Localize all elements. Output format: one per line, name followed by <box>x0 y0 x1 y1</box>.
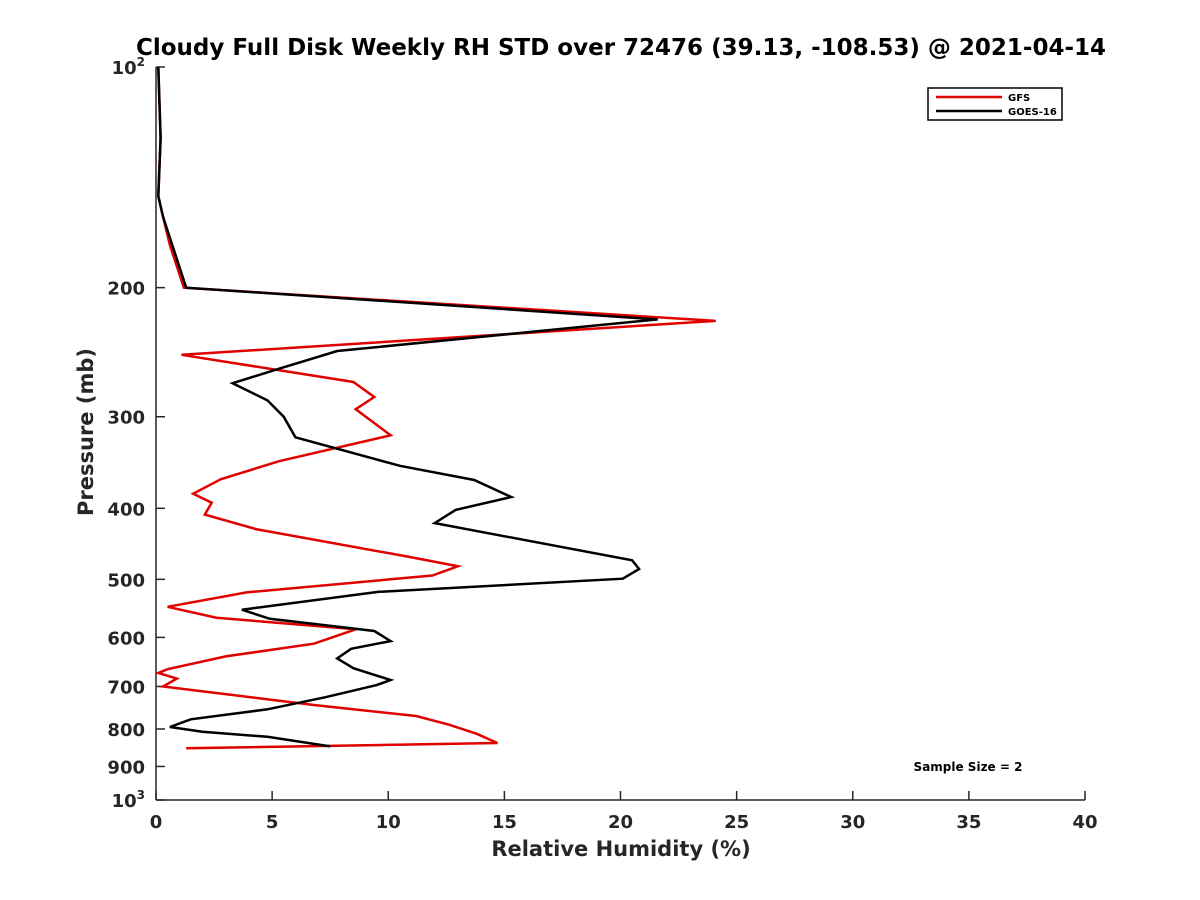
legend-box <box>927 87 1063 121</box>
x-tick-label: 20 <box>608 812 633 833</box>
legend-label: GOES-16 <box>1008 107 1057 118</box>
series-line-goes-16 <box>157 66 658 748</box>
x-tick-label: 35 <box>956 812 981 833</box>
chart-title: Cloudy Full Disk Weekly RH STD over 7247… <box>136 35 1106 61</box>
y-tick-label: 700 <box>107 677 145 698</box>
x-axis-label: Relative Humidity (%) <box>491 837 750 861</box>
y-tick-label: 500 <box>107 570 145 591</box>
y-tick-label: 600 <box>107 628 145 649</box>
x-tick-label: 5 <box>266 812 279 833</box>
x-tick-label: 40 <box>1072 812 1097 833</box>
y-tick-label: 800 <box>107 720 145 741</box>
y-tick-label: 400 <box>107 499 145 520</box>
series-line-gfs <box>154 66 716 750</box>
x-tick-label: 25 <box>724 812 749 833</box>
legend-label: GFS <box>1008 93 1030 104</box>
x-tick-label: 10 <box>376 812 401 833</box>
y-tick-label: 103 <box>112 788 145 812</box>
y-tick-label: 200 <box>107 279 145 300</box>
y-tick-label: 300 <box>107 408 145 429</box>
y-axis-label: Pressure (mb) <box>74 348 98 516</box>
y-tick-label: 102 <box>112 55 145 79</box>
plot-area: 0 5 10 15 20 25 30 35 40 102 200 300 400 500 600 700 800… <box>107 55 1097 833</box>
x-tick-label: 15 <box>492 812 517 833</box>
y-tick-label: 900 <box>107 757 145 778</box>
x-tick-label: 30 <box>840 812 865 833</box>
chart-legend: GFS GOES-16 <box>927 87 1063 121</box>
x-tick-label: 0 <box>150 812 163 833</box>
sample-size-annotation: Sample Size = 2 <box>914 760 1023 774</box>
